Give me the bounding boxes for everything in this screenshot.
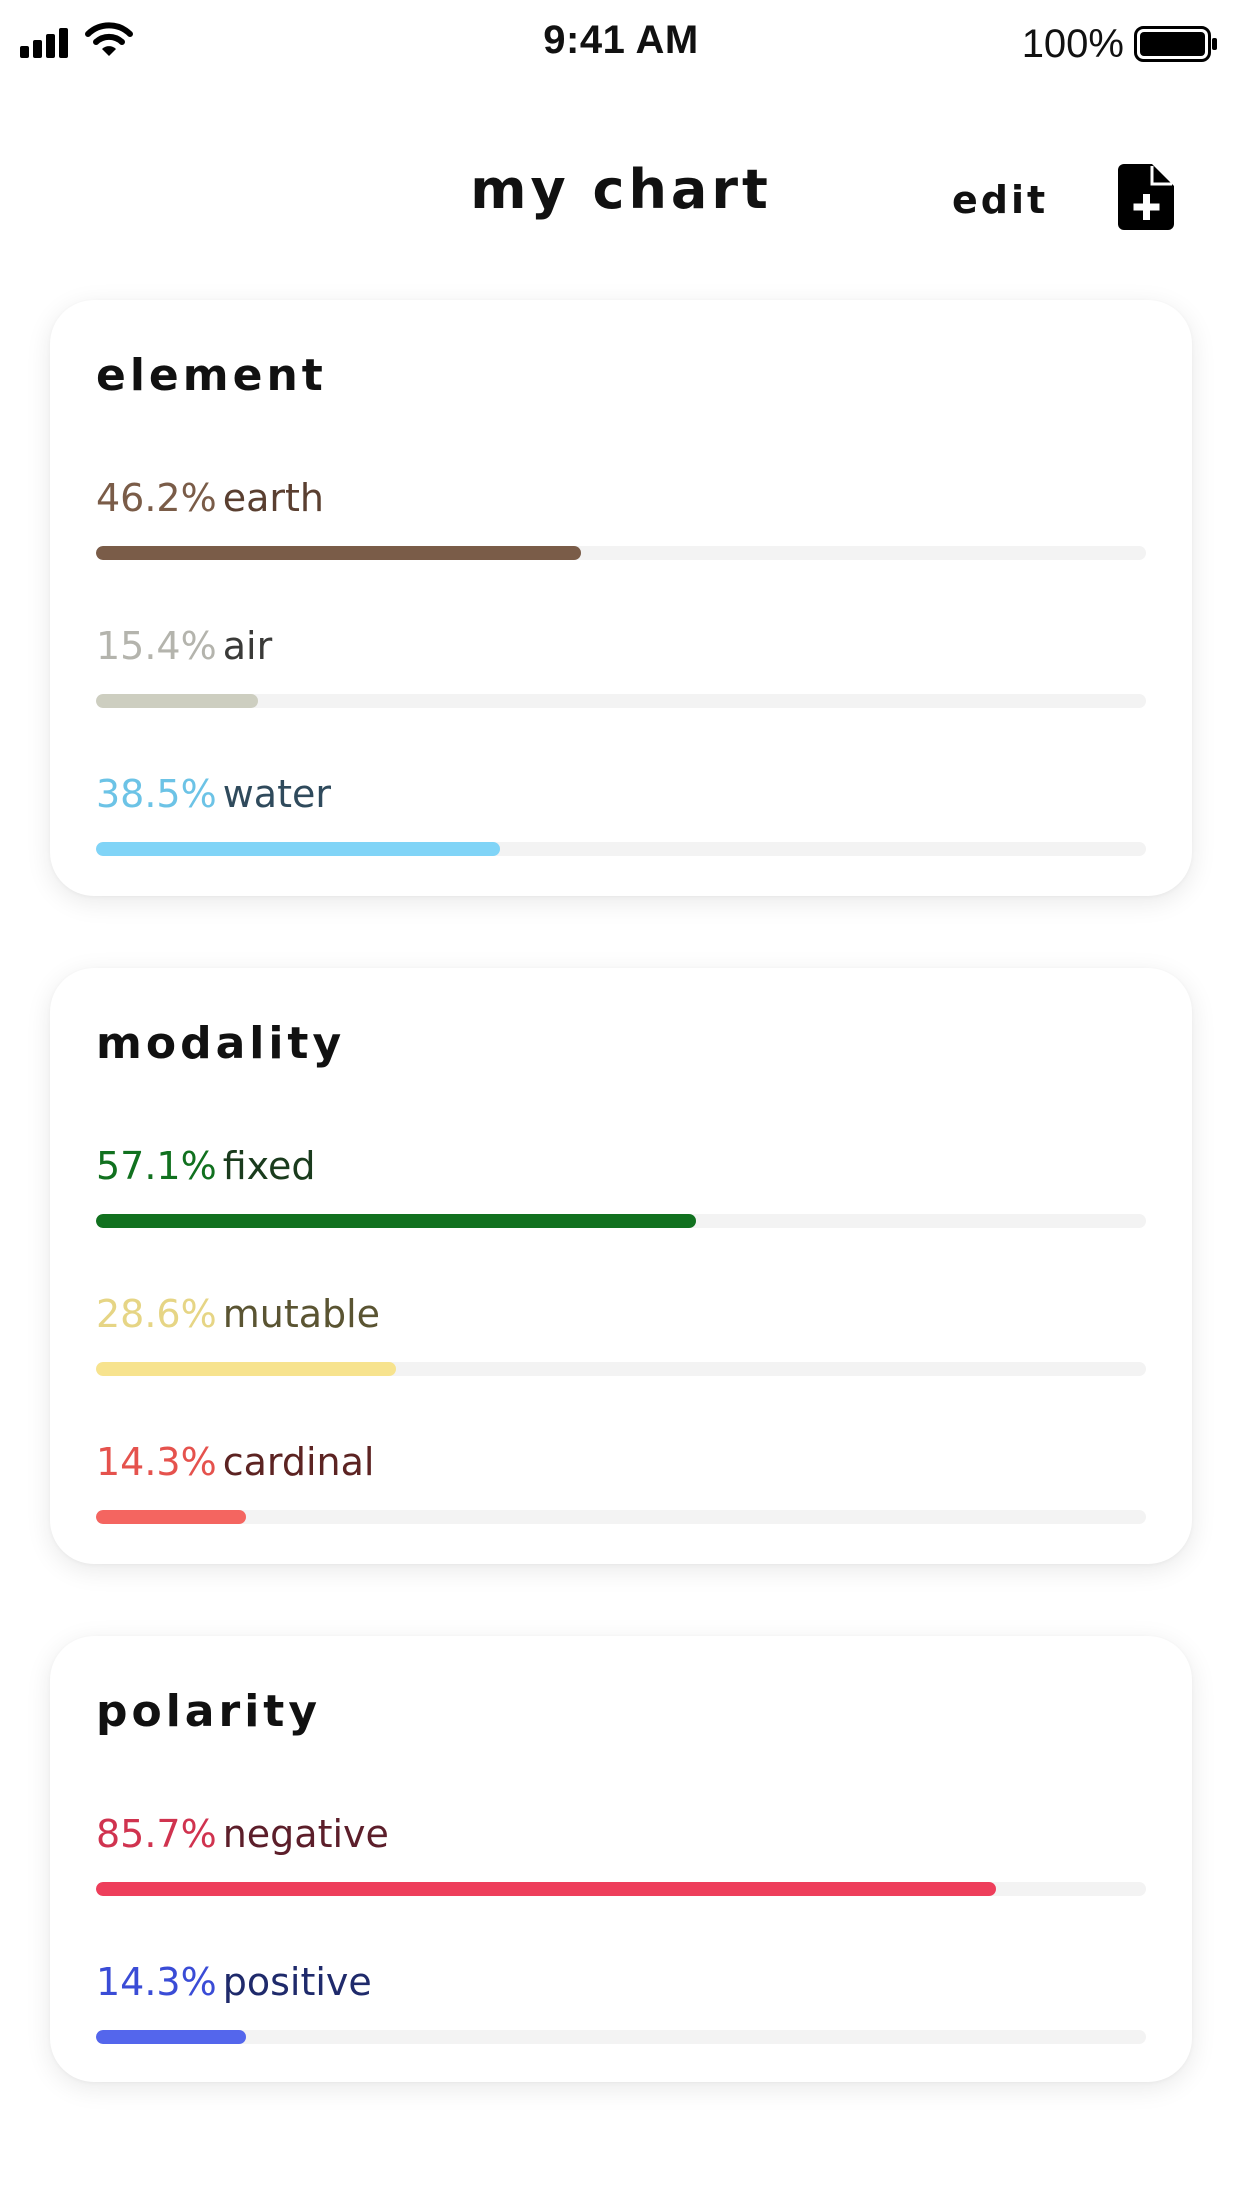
card-title: polarity (96, 1686, 321, 1737)
status-time: 9:41 AM (543, 18, 699, 62)
progress-fill (96, 2030, 247, 2044)
progress-fill (96, 1362, 397, 1376)
progress-fill (96, 1510, 247, 1524)
progress-track (96, 1214, 1146, 1228)
stat-percent: 85.7% (96, 1812, 217, 1856)
stat-percent: 28.6% (96, 1292, 217, 1336)
stat-percent: 46.2% (96, 476, 217, 520)
stat-name: fixed (222, 1144, 316, 1188)
progress-fill (96, 1214, 696, 1228)
progress-track (96, 2030, 1146, 2044)
stat-label: 15.4% air (96, 624, 272, 668)
card-modality: modality 57.1% fixed 28.6% mutable 14.3% cardi… (50, 968, 1192, 1564)
card-title: element (96, 350, 327, 401)
stat-label: 38.5% water (96, 772, 331, 816)
stat-row-fixed: 57.1% fixed (96, 1144, 1146, 1244)
stat-name: water (222, 772, 331, 816)
card-title: modality (96, 1018, 346, 1069)
wifi-icon (85, 22, 133, 56)
stat-row-negative: 85.7% negative (96, 1812, 1146, 1912)
progress-fill (96, 694, 258, 708)
stat-percent: 15.4% (96, 624, 217, 668)
stat-name: cardinal (222, 1440, 375, 1484)
stat-label: 14.3% positive (96, 1960, 372, 2004)
stat-row-cardinal: 14.3% cardinal (96, 1440, 1146, 1540)
stat-row-earth: 46.2% earth (96, 476, 1146, 576)
card-polarity: polarity 85.7% negative 14.3% positive (50, 1636, 1192, 2082)
file-plus-icon[interactable] (1118, 164, 1174, 230)
cellular-signal-icon (20, 28, 72, 58)
stat-row-positive: 14.3% positive (96, 1960, 1146, 2060)
stat-label: 28.6% mutable (96, 1292, 380, 1336)
stat-name: earth (222, 476, 324, 520)
stat-percent: 57.1% (96, 1144, 217, 1188)
progress-track (96, 1510, 1146, 1524)
progress-fill (96, 842, 501, 856)
progress-track (96, 1362, 1146, 1376)
stat-row-water: 38.5% water (96, 772, 1146, 872)
progress-track (96, 842, 1146, 856)
stat-percent: 14.3% (96, 1440, 217, 1484)
stat-name: positive (222, 1960, 372, 2004)
stat-row-air: 15.4% air (96, 624, 1146, 724)
progress-track (96, 1882, 1146, 1896)
battery-percentage: 100% (1021, 22, 1124, 66)
progress-fill (96, 1882, 996, 1896)
stat-label: 14.3% cardinal (96, 1440, 374, 1484)
stat-name: negative (222, 1812, 389, 1856)
battery-icon (1134, 26, 1217, 62)
stat-name: air (222, 624, 273, 668)
card-element: element 46.2% earth 15.4% air 38.5% water (50, 300, 1192, 896)
progress-track (96, 546, 1146, 560)
stat-percent: 14.3% (96, 1960, 217, 2004)
status-bar: 9:41 AM 100% (0, 0, 1242, 90)
progress-fill (96, 546, 582, 560)
stat-label: 57.1% fixed (96, 1144, 315, 1188)
stat-label: 46.2% earth (96, 476, 324, 520)
stat-name: mutable (222, 1292, 381, 1336)
page-title: my chart (470, 158, 772, 221)
stat-percent: 38.5% (96, 772, 217, 816)
progress-track (96, 694, 1146, 708)
edit-button[interactable]: edit (952, 178, 1049, 222)
stat-row-mutable: 28.6% mutable (96, 1292, 1146, 1392)
stat-label: 85.7% negative (96, 1812, 389, 1856)
